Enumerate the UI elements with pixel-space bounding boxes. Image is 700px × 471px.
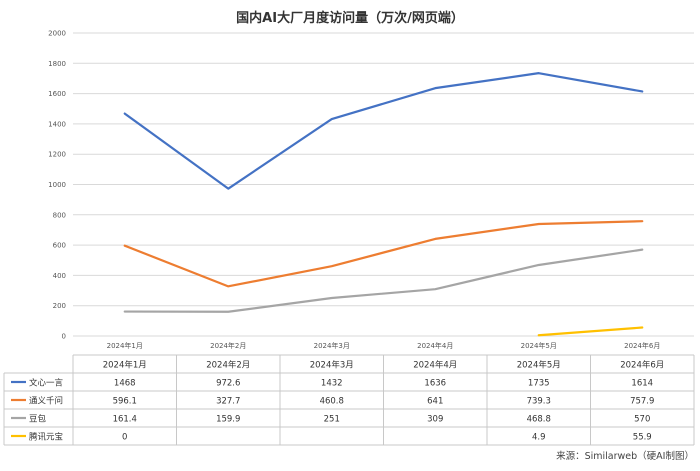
gridlines — [73, 32, 694, 337]
table-value-cell: 641 — [427, 397, 443, 407]
series-line — [123, 220, 644, 288]
table-header-cell: 2024年5月 — [517, 360, 561, 371]
y-tick-label: 1800 — [48, 60, 66, 68]
table-value-cell: 55.9 — [633, 433, 652, 443]
x-axis: 2024年1月 2024年2月 2024年3月 2024年4月 2024年5月 2024年… — [107, 341, 661, 350]
table-value-cell: 1432 — [321, 379, 343, 389]
table-header-cell: 2024年3月 — [310, 360, 354, 371]
x-tick-label: 2024年6月 — [624, 341, 660, 350]
series-line — [123, 72, 644, 190]
table-value-cell: 161.4 — [113, 415, 137, 425]
table-value-cell: 309 — [427, 415, 443, 425]
data-table: 2024年1月 2024年2月 2024年3月 2024年4月 2024年5月 2024年… — [3, 354, 695, 446]
legend-label: 通义千问 — [29, 396, 63, 407]
table-value-cell: 0 — [122, 433, 127, 443]
y-tick-label: 600 — [53, 242, 66, 250]
table-header-cell: 2024年4月 — [413, 360, 457, 371]
series-line — [123, 248, 644, 313]
y-tick-label: 800 — [53, 211, 66, 219]
table-value-cell: 468.8 — [527, 415, 551, 425]
table-value-cell: 972.6 — [216, 379, 240, 389]
table-value-cell: 757.9 — [630, 397, 654, 407]
legend-label: 腾讯元宝 — [29, 432, 63, 443]
x-tick-label: 2024年1月 — [107, 341, 143, 350]
table-value-cell: 327.7 — [216, 397, 240, 407]
y-tick-label: 400 — [53, 272, 66, 280]
table-value-cell: 739.3 — [527, 397, 551, 407]
table-value-cell: 1468 — [114, 379, 136, 389]
table-value-cell: 1614 — [631, 379, 653, 389]
table-value-cell: 159.9 — [216, 415, 240, 425]
y-tick-label: 1000 — [48, 181, 66, 189]
table-value-cell: 251 — [324, 415, 340, 425]
table-header-cell: 2024年2月 — [206, 360, 250, 371]
x-tick-label: 2024年4月 — [417, 341, 453, 350]
y-tick-label: 1600 — [48, 90, 66, 98]
y-tick-label: 0 — [62, 333, 66, 341]
legend-label: 文心一言 — [29, 378, 64, 389]
table-value-cell: 596.1 — [113, 397, 137, 407]
table-value-cell: 1735 — [528, 379, 550, 389]
y-tick-label: 1400 — [48, 120, 66, 128]
source-note: 来源：Similarweb（硬AI制图） — [556, 450, 694, 462]
y-tick-label: 1200 — [48, 151, 66, 159]
table-value-cell: 1636 — [424, 379, 446, 389]
x-tick-label: 2024年2月 — [210, 341, 246, 350]
table-value-cell: 4.9 — [532, 433, 546, 443]
y-axis: 0 200 400 600 800 1000 1200 1400 1600 1800 2000 — [48, 30, 66, 341]
y-tick-label: 2000 — [48, 30, 66, 38]
y-tick-label: 200 — [53, 302, 66, 310]
plot-area — [123, 72, 644, 337]
x-tick-label: 2024年3月 — [314, 341, 350, 350]
table-header-cell: 2024年1月 — [103, 360, 147, 371]
chart-title: 国内AI大厂月度访问量（万次/网页端） — [236, 10, 464, 26]
table-header-cell: 2024年6月 — [620, 360, 664, 371]
x-tick-label: 2024年5月 — [521, 341, 557, 350]
table-value-cell: 570 — [634, 415, 650, 425]
table-value-cell: 460.8 — [320, 397, 344, 407]
series-line — [537, 326, 644, 337]
legend-label: 豆包 — [29, 414, 47, 425]
